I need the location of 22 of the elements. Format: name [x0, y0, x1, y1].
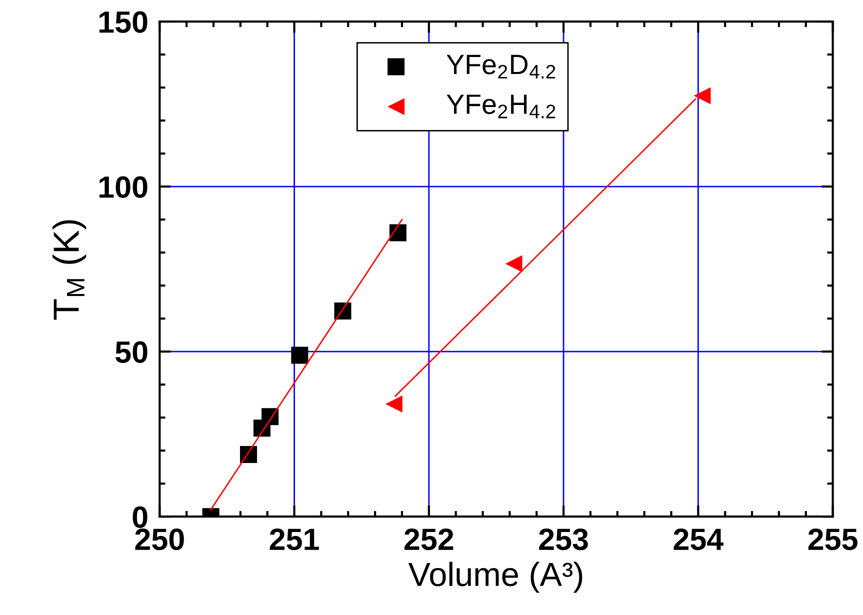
point	[694, 87, 711, 104]
x-tick-label: 255	[808, 528, 858, 550]
point	[505, 255, 522, 272]
x-tick-label: 250	[135, 528, 184, 550]
x-tick-label: 253	[539, 528, 588, 550]
point	[389, 224, 406, 242]
legend-label: YFe$_{2}$D$_{4.2}$	[446, 54, 556, 78]
y-tick-label: 0	[132, 506, 148, 528]
point	[262, 408, 279, 426]
point	[240, 446, 258, 464]
x-axis-title: Volume (A³)	[408, 562, 582, 593]
y-axis-title: T$_{M}$ (K)	[52, 220, 86, 320]
y-tick-label: 150	[99, 11, 148, 33]
point	[385, 396, 402, 413]
point	[334, 302, 352, 320]
y-tick-label: 50	[116, 341, 148, 363]
x-tick-label: 251	[270, 528, 319, 550]
x-tick-label: 252	[404, 528, 454, 550]
point	[291, 346, 308, 364]
legend-label: YFe$_{2}$H$_{4.2}$	[446, 94, 556, 118]
x-tick-label: 254	[674, 528, 724, 550]
y-tick-label: 100	[99, 176, 148, 198]
